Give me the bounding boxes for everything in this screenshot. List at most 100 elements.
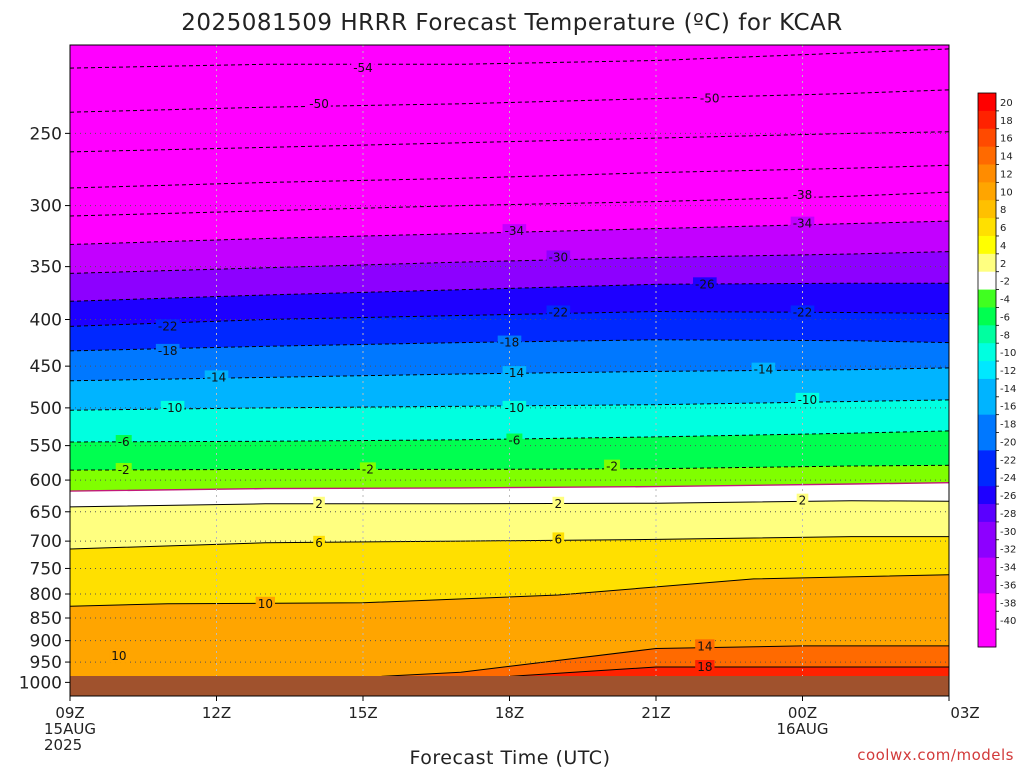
y-tick-label: 900 <box>30 632 62 652</box>
colorbar-label: -34 <box>1000 563 1016 574</box>
colorbar: 20 18 16 14 12 10 8 6 4 2 -2 -4 -6 -8 -10 -12 -14 -16 -18 -… <box>977 92 1016 648</box>
x-tick-label: 03Z <box>950 704 979 722</box>
x-tick-label: 09Z <box>55 704 84 722</box>
colorbar-cell <box>978 557 996 577</box>
colorbar-label: -6 <box>1000 312 1010 323</box>
contour-label-bg <box>351 61 375 76</box>
y-tick-label: 650 <box>30 503 62 523</box>
colorbar-cell <box>978 307 996 326</box>
contour-label-bg <box>160 400 185 415</box>
contour-label: -14 <box>207 370 227 384</box>
colorbar-label: -36 <box>1000 580 1016 591</box>
isotherm-0 <box>70 482 949 492</box>
colorbar-cell <box>978 93 996 112</box>
y-tick-label: 750 <box>30 559 62 579</box>
contour-label-bg <box>109 648 129 663</box>
isotherm--18 <box>70 339 949 352</box>
contour-label: -18 <box>158 344 178 358</box>
contour-label: -50 <box>700 92 720 106</box>
contour-label-bg <box>204 370 229 385</box>
x-tick-label: 2025 <box>44 736 82 754</box>
contour-label: -22 <box>549 306 569 320</box>
colorbar-frame <box>977 92 997 648</box>
contour-label: -10 <box>798 393 818 407</box>
colorbar-label: 18 <box>1000 116 1013 127</box>
contour-label: -26 <box>695 277 715 291</box>
colorbar-label: -14 <box>1000 384 1016 395</box>
isotherm--38 <box>70 191 949 217</box>
contour-label-bg <box>552 532 565 547</box>
contour-label-bg <box>790 216 815 231</box>
y-tick-label: 450 <box>30 357 62 377</box>
colorbar-label: -38 <box>1000 598 1016 609</box>
contour-label: -2 <box>118 463 130 477</box>
contour-label: 10 <box>111 649 126 663</box>
contour-label-bg <box>695 660 715 675</box>
y-tick-label: 1000 <box>19 673 62 693</box>
colorbar-label: 6 <box>1000 223 1006 234</box>
x-tick-label: 00Z <box>788 704 817 722</box>
isotherm-10 <box>70 574 949 607</box>
colorbar-cell <box>978 164 996 183</box>
x-tick-label: 16AUG <box>777 720 829 738</box>
isotherm--22 <box>70 310 949 327</box>
contour-label-bg <box>115 463 132 478</box>
contour-label: -38 <box>793 188 813 202</box>
colorbar-label: -20 <box>1000 437 1016 448</box>
colorbar-cell <box>978 289 996 308</box>
contour-label: -50 <box>309 97 329 111</box>
contour-label: 2 <box>555 497 563 511</box>
colorbar-cell <box>978 521 996 541</box>
contour-label-bg <box>790 187 815 202</box>
temperature-fill <box>70 45 949 696</box>
contour-label-bg <box>359 462 376 477</box>
contour-label-bg <box>313 535 325 550</box>
contour-label-bg <box>313 496 325 511</box>
colorbar-label: 12 <box>1000 169 1013 180</box>
colorbar-cell <box>978 271 996 291</box>
colorbar-label: 2 <box>1000 259 1006 270</box>
contour-label: -18 <box>500 336 520 350</box>
colorbar-cell <box>978 253 996 273</box>
colorbar-cell <box>978 593 996 612</box>
y-tick-label: 950 <box>30 653 62 673</box>
contour-label-bg <box>604 459 621 474</box>
colorbar-cell <box>978 378 996 398</box>
colorbar-cell <box>978 200 996 219</box>
colorbar-label: -22 <box>1000 455 1016 466</box>
y-tick-label: 700 <box>30 532 62 552</box>
colorbar-cell <box>978 575 996 594</box>
isotherm--34 <box>70 220 949 245</box>
isotherm--14 <box>70 367 949 382</box>
colorbar-cell <box>978 361 996 380</box>
contour-label-bg <box>796 493 809 508</box>
isotherm--26 <box>70 282 949 302</box>
isotherm--42 <box>70 164 949 189</box>
contour-label: -22 <box>158 319 178 333</box>
contour-label: 2 <box>799 494 807 508</box>
colorbar-label: 20 <box>1000 98 1013 109</box>
colorbar-cell <box>978 182 996 201</box>
contour-label-bg <box>552 496 565 511</box>
colorbar-cell <box>978 325 996 344</box>
colorbar-cell <box>978 432 996 451</box>
pressure-axis: 250 300 350 400 450 500 550 600 650 700 750 800 850 9… <box>19 124 70 693</box>
contour-labels: -54-50 -50-38-34-34-30-26-22-22 -22-18-18-… <box>109 61 820 675</box>
contour-label-bg <box>546 305 571 320</box>
colorbar-label: -16 <box>1000 402 1016 413</box>
y-tick-label: 550 <box>30 437 62 457</box>
contour-label-bg <box>307 96 331 111</box>
contour-label: 10 <box>258 597 273 611</box>
chart-title: 2025081509 HRRR Forecast Temperature (ºC… <box>181 10 843 36</box>
colorbar-label: 14 <box>1000 152 1013 163</box>
contour-label-bg <box>506 433 523 448</box>
colorbar-cell <box>978 396 996 416</box>
ground-surface <box>70 676 949 696</box>
colorbar-label: -32 <box>1000 545 1016 556</box>
colorbar-label: -26 <box>1000 491 1016 502</box>
contour-label: -2 <box>362 462 374 476</box>
contour-label-bg <box>497 335 522 350</box>
contour-label-bg <box>502 224 527 239</box>
